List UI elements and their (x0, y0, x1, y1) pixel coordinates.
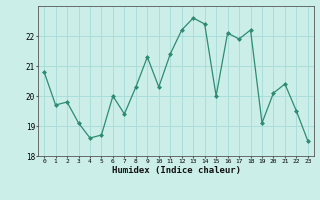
X-axis label: Humidex (Indice chaleur): Humidex (Indice chaleur) (111, 166, 241, 175)
